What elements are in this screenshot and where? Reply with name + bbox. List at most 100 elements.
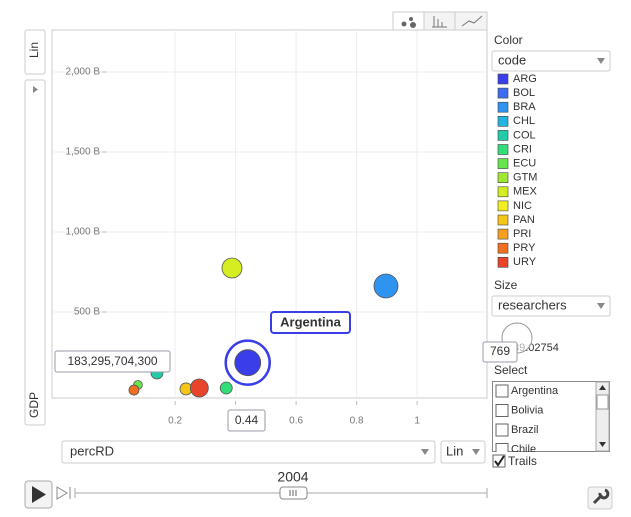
bubbles bbox=[128, 257, 399, 398]
scroll-thumb[interactable] bbox=[596, 394, 609, 410]
scrollbar[interactable] bbox=[595, 381, 610, 452]
icon bbox=[409, 17, 413, 21]
bubble[interactable] bbox=[373, 273, 399, 299]
legend-label: ARG bbox=[513, 73, 537, 85]
option-label: Bolivia bbox=[511, 404, 544, 416]
legend-label: COL bbox=[513, 129, 536, 141]
options: Argentina Bolivia Brazil Chile bbox=[495, 384, 559, 456]
legend-label: NIC bbox=[513, 200, 532, 212]
color-dropdown[interactable] bbox=[491, 50, 611, 72]
size-title: Size bbox=[494, 278, 518, 292]
bubble[interactable] bbox=[234, 349, 262, 377]
option-checkbox[interactable] bbox=[495, 443, 509, 456]
list-box bbox=[492, 381, 610, 452]
step-button[interactable] bbox=[56, 486, 71, 500]
legend-swatch bbox=[497, 172, 509, 183]
grid: 500 B1,000 B1,500 B2,000 B0.20.40.60.81 bbox=[52, 30, 487, 427]
option-label: Chile bbox=[511, 443, 536, 455]
legend-label: CHL bbox=[513, 115, 535, 127]
arrow bbox=[597, 58, 605, 64]
y-tooltip-text: 183,295,704,300 bbox=[67, 354, 157, 368]
highlight-label: Argentina bbox=[280, 314, 341, 329]
legend-label: PRY bbox=[513, 242, 536, 254]
legend-swatch bbox=[497, 87, 509, 99]
legend-label: BOL bbox=[513, 87, 535, 99]
size-dropdown[interactable] bbox=[491, 295, 611, 317]
option-checkbox[interactable] bbox=[495, 423, 509, 437]
y-scale: Lin bbox=[27, 42, 41, 58]
icon bbox=[289, 490, 297, 496]
check bbox=[494, 455, 505, 467]
icon bbox=[401, 21, 407, 27]
option-label: Argentina bbox=[511, 385, 559, 397]
y-tooltip bbox=[54, 350, 171, 373]
y-axis-control[interactable] bbox=[24, 79, 46, 426]
y-axis-label: GDP bbox=[27, 392, 41, 418]
legend-swatch bbox=[497, 256, 509, 268]
trails-label: Trails bbox=[508, 454, 537, 468]
icon bbox=[410, 22, 416, 28]
arrow bbox=[33, 86, 38, 93]
icon bbox=[592, 488, 610, 505]
bubble[interactable] bbox=[219, 381, 233, 395]
legend-swatch bbox=[497, 242, 509, 254]
option-checkbox[interactable] bbox=[495, 404, 509, 417]
x-tick-label: 0.6 bbox=[289, 416, 303, 427]
x-tooltip-text: 0.44 bbox=[235, 413, 259, 427]
bubble[interactable] bbox=[189, 378, 209, 398]
legend-swatch bbox=[497, 214, 509, 226]
year: 2004 bbox=[277, 469, 308, 485]
color-title: Color bbox=[494, 33, 523, 47]
legend-swatch bbox=[497, 228, 509, 240]
size-tooltip bbox=[482, 341, 518, 363]
legend-swatch bbox=[497, 158, 509, 169]
legend-swatch bbox=[497, 186, 509, 198]
y-tick-label: 500 B bbox=[74, 307, 100, 318]
color-by: code bbox=[498, 52, 526, 67]
legend-label: BRA bbox=[513, 101, 536, 113]
legend-label: CRI bbox=[513, 143, 532, 155]
select-list: Argentina Bolivia Brazil Chile bbox=[492, 381, 610, 456]
bubble[interactable] bbox=[128, 384, 140, 396]
line-tab[interactable] bbox=[454, 11, 488, 31]
y-tick-label: 2,000 B bbox=[66, 67, 101, 78]
option-checkbox[interactable] bbox=[495, 384, 509, 398]
y-tick-label: 1,500 B bbox=[66, 147, 101, 158]
icon bbox=[32, 486, 46, 503]
legend-label: PAN bbox=[513, 214, 535, 226]
option-label: Brazil bbox=[511, 424, 539, 436]
highlight-box[interactable] bbox=[270, 311, 351, 334]
icon bbox=[432, 16, 447, 28]
legend: ARG BOL BRA CHL COL CRI ECU GTM MEX NIC PAN PRI PRY U… bbox=[497, 73, 538, 268]
bubble-tab[interactable] bbox=[392, 11, 425, 31]
x-axis-dropdown[interactable] bbox=[61, 440, 436, 464]
legend-swatch bbox=[497, 144, 509, 155]
legend-label: MEX bbox=[513, 186, 538, 198]
legend-swatch bbox=[497, 130, 509, 141]
plot-area bbox=[51, 29, 488, 399]
x-tick-label: 0.8 bbox=[350, 416, 364, 427]
legend-label: PRI bbox=[513, 228, 531, 240]
x-tick-label: 0.2 bbox=[168, 416, 182, 427]
legend-swatch bbox=[497, 200, 509, 212]
y-scale-control[interactable] bbox=[24, 29, 46, 75]
icon bbox=[461, 15, 483, 27]
arrow bbox=[597, 303, 605, 309]
size-by: researchers bbox=[498, 297, 567, 312]
legend-label: GTM bbox=[513, 172, 537, 184]
x-scale-dropdown[interactable] bbox=[440, 440, 486, 464]
legend-swatch bbox=[497, 73, 509, 85]
size-value: 769 bbox=[490, 344, 510, 358]
bubble[interactable] bbox=[221, 257, 243, 279]
select-title: Select bbox=[494, 363, 528, 377]
x-scale: Lin bbox=[446, 443, 463, 458]
y-tick-label: 1,000 B bbox=[66, 227, 101, 238]
legend-swatch bbox=[497, 116, 509, 127]
legend-label: ECU bbox=[513, 158, 536, 170]
x-tick-label: 1 bbox=[414, 416, 420, 427]
arrow bbox=[421, 449, 429, 455]
x-tooltip bbox=[227, 409, 266, 432]
arrow bbox=[472, 449, 480, 455]
